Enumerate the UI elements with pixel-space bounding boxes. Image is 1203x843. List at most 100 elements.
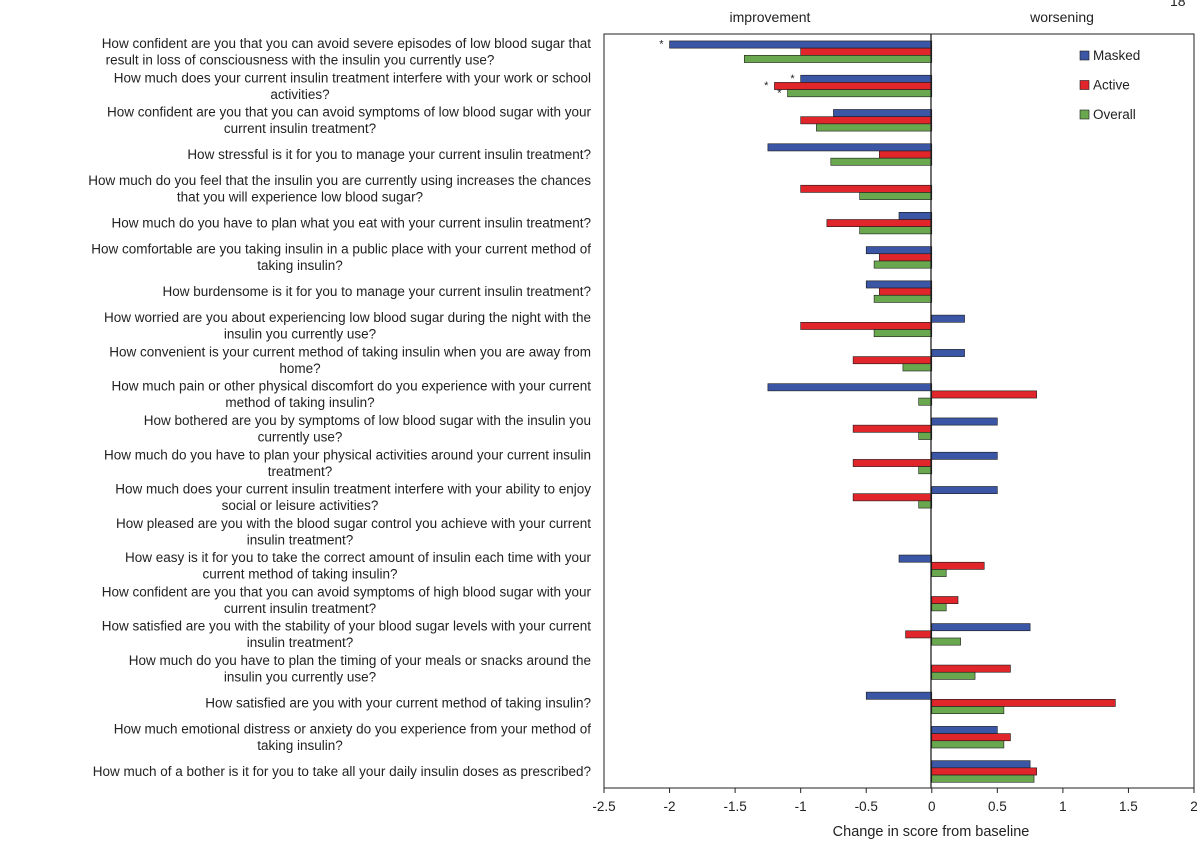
bar-overall [931, 671, 976, 680]
question-label-line: insulin you currently use? [224, 669, 376, 684]
bar-active [879, 253, 933, 262]
bar-active [800, 116, 933, 125]
question-label-line: activities? [270, 87, 329, 102]
bar-overall [918, 397, 933, 406]
bar-masked [931, 314, 965, 323]
bar-overall [931, 706, 1005, 715]
bar-masked [931, 417, 998, 426]
bar-active [931, 733, 1011, 742]
bar-active [931, 664, 1011, 673]
question-label-line: How worried are you about experiencing l… [104, 310, 591, 325]
question-label-line: How confident are you that you can avoid… [102, 36, 592, 51]
bar-masked [898, 212, 933, 220]
question-label-line: home? [279, 361, 320, 376]
x-tick-label: 0.5 [988, 799, 1007, 814]
x-tick-label: -2 [664, 799, 676, 814]
bar-overall [787, 89, 933, 98]
question-label-line: method of taking insulin? [225, 395, 374, 410]
x-axis-ticks: -2.5 -2 -1.5 -1 -0.5 0 0.5 1 1.5 2 [592, 788, 1198, 814]
question-label-line: How much does your current insulin treat… [114, 70, 591, 85]
question-label-line: How much do you feel that the insulin yo… [88, 173, 591, 188]
question-label-line: How confident are you that you can avoid… [102, 584, 592, 599]
bar-masked [898, 554, 933, 563]
page-number: 18 [1170, 0, 1186, 9]
question-label-line: How stressful is it for you to manage yo… [187, 147, 591, 162]
question-label-line: How much do you have to plan what you ea… [111, 216, 591, 231]
x-tick-label: -0.5 [855, 799, 878, 814]
bar-overall [873, 260, 933, 269]
bar-masked [865, 246, 933, 255]
bar-overall [931, 740, 1005, 749]
question-label-line: current method of taking insulin? [202, 567, 397, 582]
bar-masked [767, 383, 933, 392]
bar-masked [931, 726, 998, 734]
question-label-line: insulin treatment? [247, 532, 354, 547]
question-label-line: How much do you have to plan the timing … [129, 653, 591, 668]
bar-overall [830, 157, 933, 166]
bar-active [852, 459, 933, 467]
question-label-line: currently use? [258, 429, 343, 444]
question-label-line: How satisfied are you with the stability… [102, 619, 591, 634]
bar-overall [816, 123, 933, 132]
bar-masked [767, 143, 933, 152]
question-label-line: How convenient is your current method of… [109, 344, 591, 359]
question-label-line: taking insulin? [257, 738, 343, 753]
bar-overall [931, 637, 961, 646]
legend-swatch-masked [1079, 50, 1090, 61]
significance-mark: * [777, 87, 782, 99]
direction-label-left: improvement [730, 9, 811, 25]
x-tick-label: -2.5 [592, 799, 615, 814]
bar-overall [918, 500, 933, 509]
question-labels: How confident are you that you can avoid… [88, 36, 591, 779]
question-label-line: insulin you currently use? [224, 327, 376, 342]
bar-masked [931, 349, 965, 357]
question-label-line: How satisfied are you with your current … [205, 695, 591, 710]
legend-label-active: Active [1093, 78, 1130, 93]
bar-overall [902, 363, 933, 372]
bar-active [931, 596, 959, 604]
question-label-line: How comfortable are you taking insulin i… [91, 242, 591, 257]
bar-masked [865, 691, 933, 700]
bar-active [879, 287, 933, 296]
question-label-line: How bothered are you by symptoms of low … [144, 413, 591, 428]
question-label-line: How much do you have to plan your physic… [104, 447, 591, 462]
bar-overall [873, 329, 933, 338]
x-axis-title: Change in score from baseline [833, 824, 1030, 840]
legend-label-overall: Overall [1093, 107, 1136, 122]
bar-active [931, 699, 1116, 707]
bar-overall [931, 569, 947, 577]
bar-masked [800, 74, 933, 83]
bar-masked [669, 40, 933, 49]
bar-masked [931, 623, 1031, 632]
question-label-line: How burdensome is it for you to manage y… [163, 284, 591, 299]
question-label-line: result in loss of consciousness with the… [106, 52, 495, 67]
bar-active [852, 424, 933, 433]
bar-overall [931, 603, 947, 612]
question-label-line: How much of a bother is it for you to ta… [93, 764, 591, 779]
bar-active [800, 322, 933, 330]
bar-active [905, 630, 933, 639]
legend: Masked Active Overall [1079, 48, 1140, 122]
legend-label-masked: Masked [1093, 48, 1140, 63]
direction-label-right: worsening [1029, 9, 1094, 25]
x-tick-label: 1 [1059, 799, 1067, 814]
x-tick-label: 1.5 [1119, 799, 1138, 814]
bar-active [774, 82, 933, 90]
bar-overall [873, 294, 933, 303]
plot-area-frame [603, 33, 1195, 789]
bar-masked [865, 280, 933, 289]
legend-swatch-overall [1079, 109, 1090, 120]
question-label-line: How much pain or other physical discomfo… [112, 379, 592, 394]
question-label-line: How much emotional distress or anxiety d… [114, 721, 591, 736]
bar-masked [833, 109, 933, 117]
bar-overall [859, 226, 933, 235]
bar-active [931, 561, 985, 570]
x-tick-label: 2 [1190, 799, 1198, 814]
bar-active [800, 184, 933, 193]
bar-overall [859, 192, 933, 200]
question-label-line: taking insulin? [257, 258, 343, 273]
bar-overall [931, 774, 1035, 783]
bar-masked [931, 486, 998, 494]
bar-active [800, 47, 933, 56]
